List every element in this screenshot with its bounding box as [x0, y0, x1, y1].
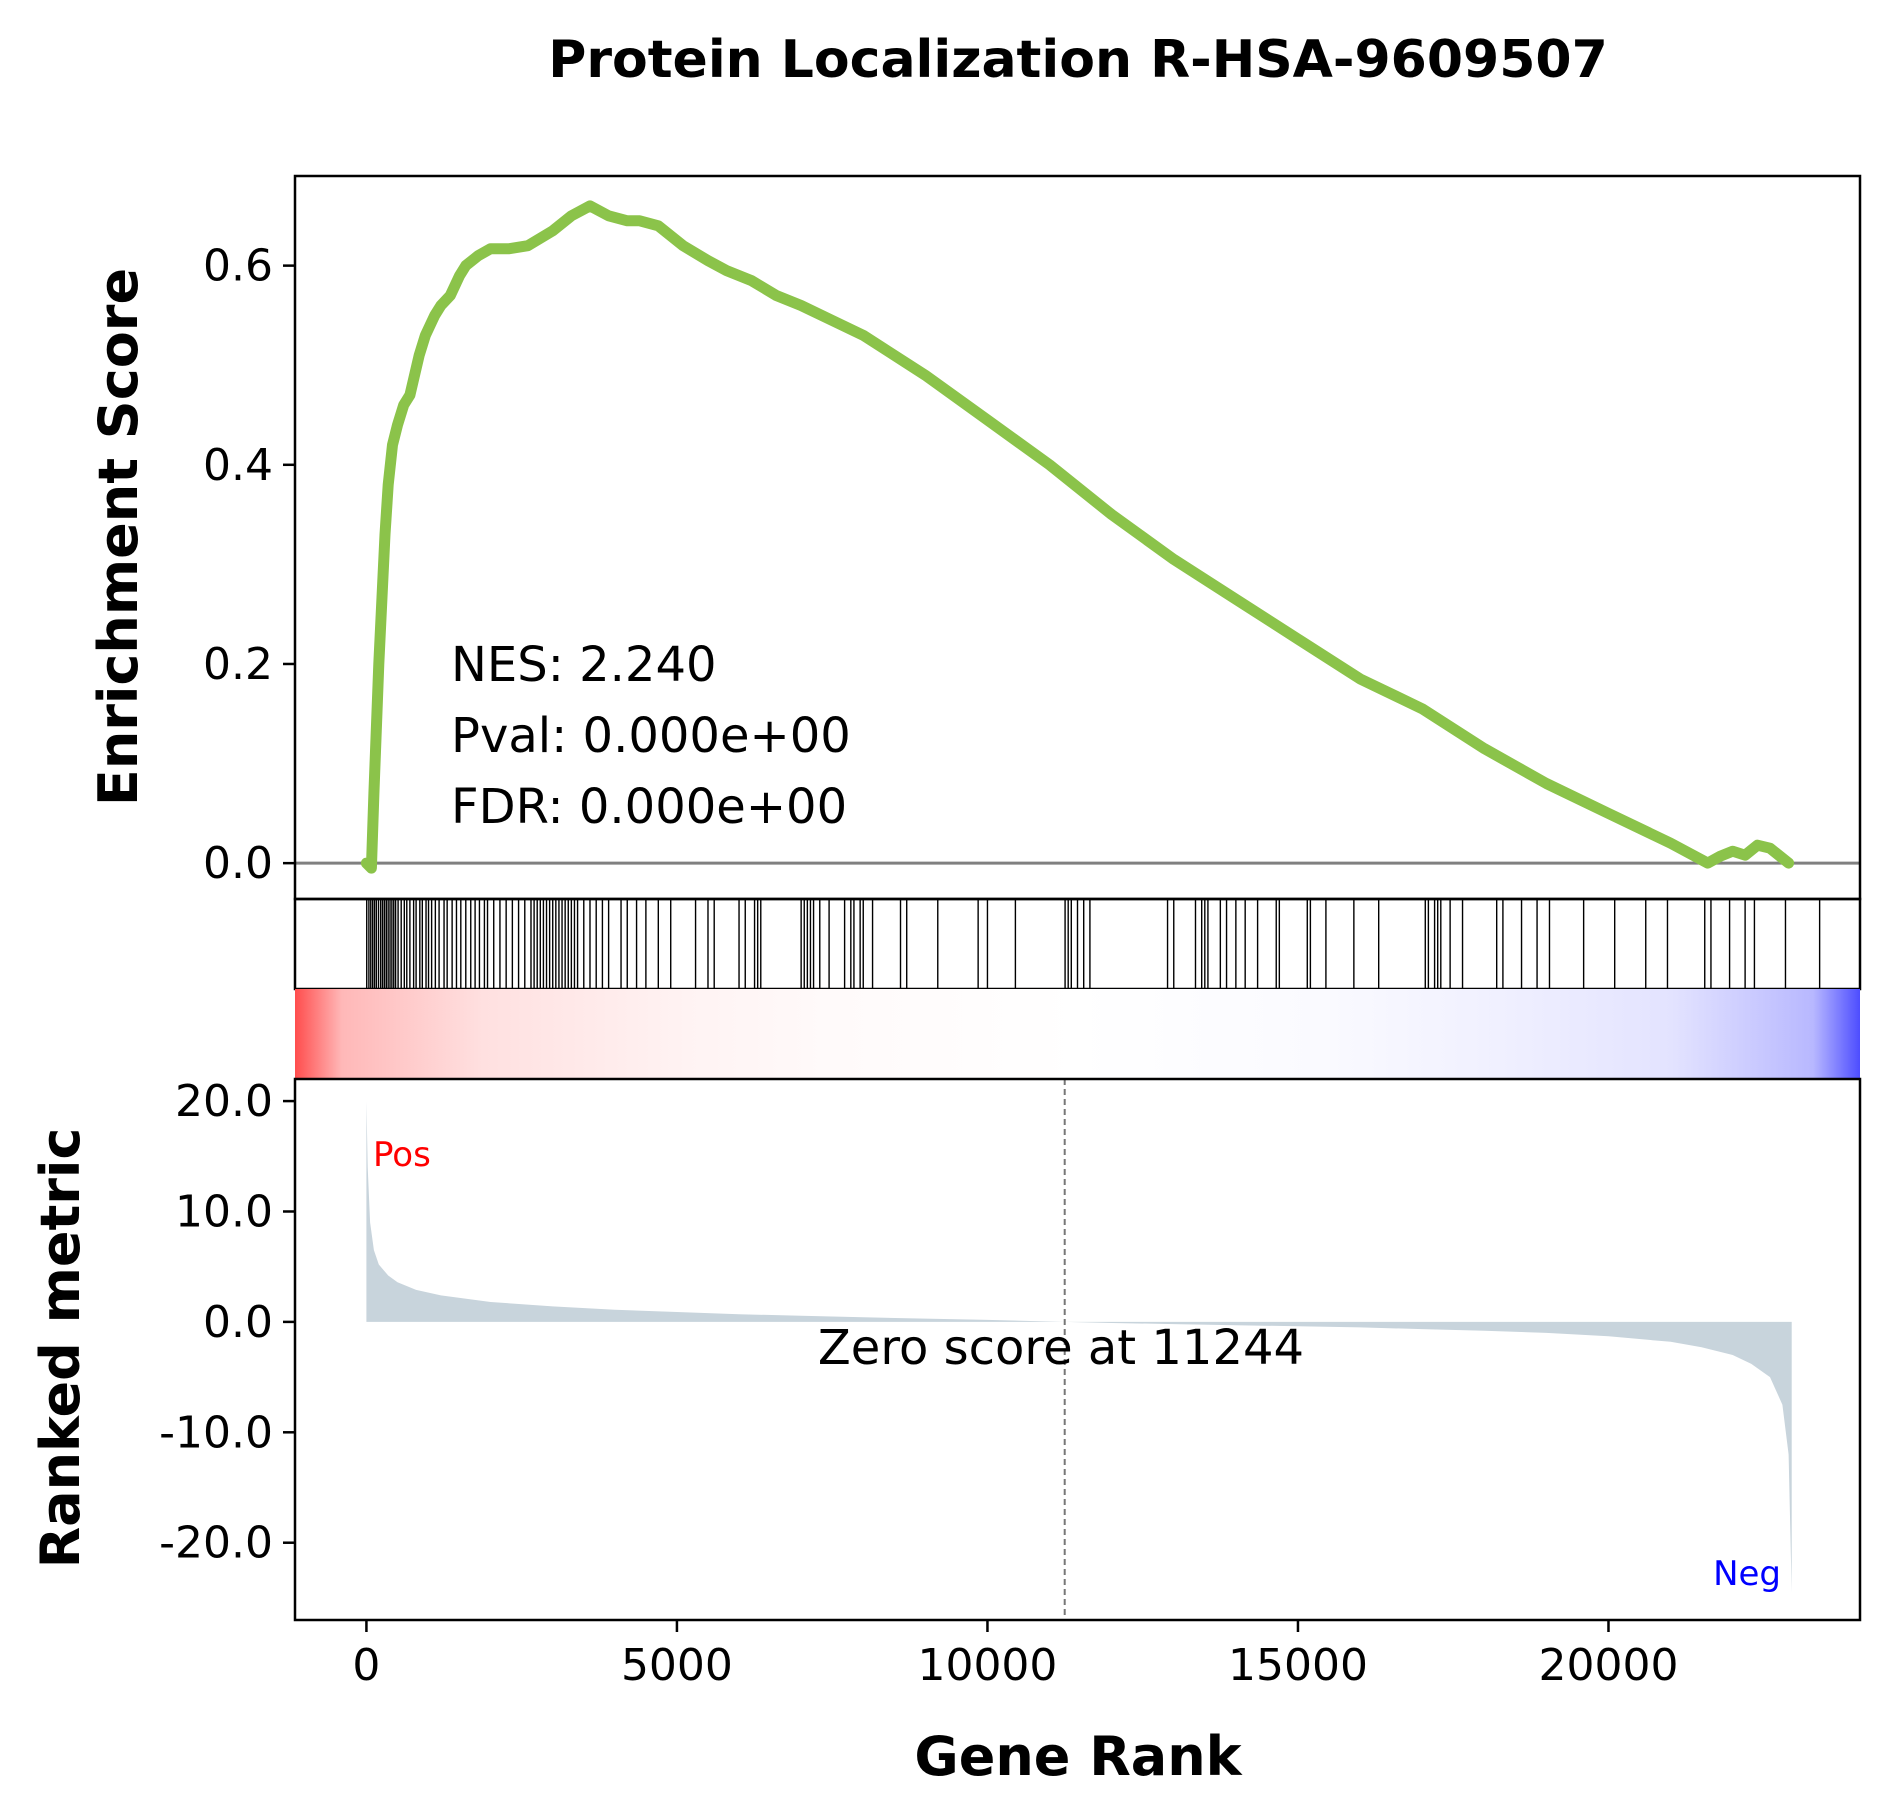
x-tick-label: 0 [352, 1640, 380, 1691]
neg-label: Neg [1713, 1554, 1781, 1594]
pos-label: Pos [373, 1135, 431, 1175]
gene-hit-lines [366, 899, 1821, 989]
rank-colorbar [295, 989, 1860, 1079]
ranked-metric-y-tick-label: 20.0 [175, 1076, 273, 1127]
ranked-metric-y-tick-label: 10.0 [175, 1186, 273, 1237]
pval-value: Pval: 0.000e+00 [451, 708, 851, 764]
hits-panel [293, 897, 1862, 991]
enrichment-y-tick-label: 0.6 [203, 241, 273, 292]
x-axis-label: Gene Rank [914, 1725, 1242, 1788]
enrichment-panel: 0.00.20.40.6 NES: 2.240 Pval: 0.000e+00 … [87, 174, 1862, 901]
x-tick-label: 15000 [1228, 1640, 1368, 1691]
ranked-metric-y-tick-label: -10.0 [159, 1407, 273, 1458]
fdr-value: FDR: 0.000e+00 [451, 779, 847, 835]
ranked-metric-y-ticks: 20.0 10.0 0.0 -10.0 -20.0 [159, 1076, 295, 1569]
nes-value: NES: 2.240 [451, 637, 717, 693]
x-tick-label: 5000 [621, 1640, 733, 1691]
chart-title: Protein Localization R-HSA-9609507 [548, 30, 1608, 90]
ranked-metric-y-tick-label: 0.0 [203, 1297, 273, 1348]
enrichment-y-tick-label: 0.0 [203, 838, 273, 889]
ranked-metric-y-tick-label: -20.0 [159, 1518, 273, 1569]
enrichment-score-line [360, 200, 1795, 874]
enrichment-y-ticks: 0.0 0.2 0.4 0.6 [203, 241, 295, 889]
enrichment-y-tick-label: 0.4 [203, 440, 273, 491]
x-tick-label: 20000 [1538, 1640, 1678, 1691]
x-axis-ticks: 0 5000 10000 15000 20000 [352, 1620, 1678, 1691]
ranked-metric-panel: 20.0 10.0 0.0 -10.0 -20.0 Zero score at 1124… [29, 1076, 1862, 1622]
enrichment-y-tick-label: 0.2 [203, 639, 273, 690]
zero-score-label: Zero score at 11244 [818, 1320, 1304, 1376]
ranked-metric-y-axis-label: Ranked metric [29, 1128, 92, 1569]
x-tick-label: 10000 [917, 1640, 1057, 1691]
enrichment-y-axis-label: Enrichment Score [87, 268, 150, 806]
ranked-metric-axes-frame [293, 1077, 1862, 1622]
